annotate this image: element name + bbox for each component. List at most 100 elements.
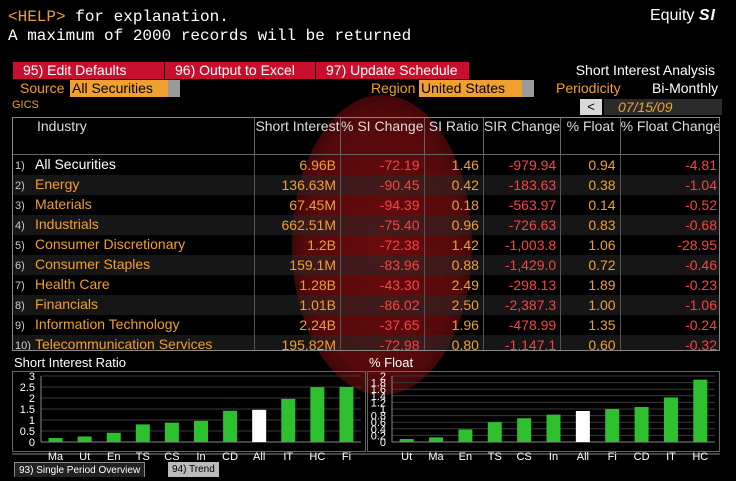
edit-defaults-button[interactable]: 95) Edit Defaults: [13, 62, 164, 79]
x-tick-label: Ut: [401, 451, 413, 463]
industry-cell[interactable]: 6) Consumer Staples: [13, 254, 255, 275]
col-industry[interactable]: Industry: [13, 118, 255, 155]
date-value[interactable]: 07/15/09: [618, 99, 673, 115]
industry-name[interactable]: Energy: [35, 175, 80, 192]
table-row[interactable]: 10) Telecommunication Services 195.82M -72.…: [13, 334, 719, 351]
bar-en[interactable]: [106, 432, 121, 442]
float-cell: 0.94: [560, 154, 621, 175]
industry-cell[interactable]: 2) Energy: [13, 174, 255, 195]
short-interest-cell: 159.1M: [253, 254, 341, 275]
bar-cd[interactable]: [223, 410, 238, 442]
x-tick-label: All: [576, 451, 589, 463]
source-label: Source: [20, 80, 65, 96]
bar-it[interactable]: [281, 398, 296, 442]
bar-en[interactable]: [458, 429, 473, 442]
industry-name[interactable]: Telecommunication Services: [35, 335, 213, 351]
float-cell: 0.60: [560, 334, 621, 350]
y-tick-label: 1.8: [371, 378, 386, 390]
bar-in[interactable]: [194, 420, 208, 442]
si-change-cell: -83.96: [340, 254, 424, 275]
y-tick-label: 1.5: [20, 404, 35, 416]
tab-single-period[interactable]: 93) Single Period Overview: [14, 462, 146, 477]
y-tick-label: 0.5: [20, 426, 35, 438]
x-tick-label: En: [458, 451, 473, 463]
table-row[interactable]: 2) Energy 136.63M -90.45 0.42 -183.63 0.38 -1.0…: [13, 174, 719, 195]
gics-label: GICS: [12, 99, 39, 111]
bar-fi[interactable]: [339, 387, 354, 442]
table-row[interactable]: 8) Financials 1.01B -86.02 2.50 -2,387.3 1.00-…: [13, 294, 719, 315]
bar-ut[interactable]: [399, 439, 414, 442]
bar-all[interactable]: [575, 410, 590, 442]
y-tick-label: 0: [29, 437, 35, 449]
bar-hc[interactable]: [693, 379, 708, 442]
row-number: 1): [15, 159, 25, 172]
industry-name[interactable]: Consumer Discretionary: [35, 235, 186, 252]
si-change-cell: -37.65: [340, 314, 424, 335]
industry-cell[interactable]: 5) Consumer Discretionary: [13, 235, 254, 255]
bar-all[interactable]: [252, 409, 267, 442]
table-row[interactable]: 1) All Securities 6.96B -72.19 1.46 -979.94 0.…: [13, 154, 719, 175]
date-field-bg[interactable]: [604, 99, 722, 115]
sir-change-cell: -478.99: [482, 314, 561, 335]
tab-strip-line: [12, 453, 720, 455]
col-float-change[interactable]: % Float Change: [619, 118, 719, 155]
industry-name[interactable]: Consumer Staples: [35, 255, 151, 272]
bar-ma[interactable]: [48, 438, 63, 442]
region-field[interactable]: United States: [419, 80, 522, 97]
bar-in[interactable]: [546, 414, 561, 442]
industry-name[interactable]: Health Care: [35, 275, 110, 292]
bar-it[interactable]: [663, 397, 678, 442]
row-number: 8): [15, 299, 25, 312]
table-row[interactable]: 7) Health Care 1.28B -43.30 2.49 -298.13 1.89-…: [13, 274, 719, 295]
industry-cell[interactable]: 10) Telecommunication Services: [13, 334, 255, 351]
table-row[interactable]: 5) Consumer Discretionary 1.2B -72.38 1.42 -1…: [13, 234, 719, 255]
bar-fi[interactable]: [605, 409, 620, 442]
help-key[interactable]: <HELP>: [8, 8, 66, 26]
region-dropdown-arrow[interactable]: [522, 80, 534, 97]
table-row[interactable]: 6) Consumer Staples 159.1M -83.96 0.88 -1,429…: [13, 254, 719, 275]
bar-hc[interactable]: [310, 387, 325, 442]
industry-cell[interactable]: 1) All Securities: [13, 154, 254, 175]
float-cell: 0.83: [560, 214, 621, 235]
source-field[interactable]: All Securities: [70, 80, 168, 97]
table-row[interactable]: 4) Industrials 662.51M -75.40 0.96 -726.63 0.8…: [13, 214, 719, 235]
col-si-ratio[interactable]: SI Ratio: [423, 118, 484, 155]
industry-cell[interactable]: 7) Health Care: [13, 275, 254, 295]
bar-cd[interactable]: [634, 407, 649, 442]
bar-ma[interactable]: [429, 437, 444, 442]
float-cell: 0.72: [560, 254, 621, 275]
col-si-change[interactable]: % SI Change: [340, 118, 424, 155]
industry-name[interactable]: Industrials: [35, 215, 99, 232]
industry-name[interactable]: Financials: [35, 295, 99, 312]
industry-cell[interactable]: 8) Financials: [13, 294, 255, 315]
row-number: 10): [15, 339, 31, 351]
industry-cell[interactable]: 3) Materials: [13, 195, 254, 215]
update-schedule-button[interactable]: 97) Update Schedule: [316, 62, 469, 79]
help-line: <HELP> for explanation.: [8, 8, 229, 26]
x-tick-label: All: [253, 451, 266, 463]
bar-cs[interactable]: [164, 422, 179, 442]
y-tick-label: 3: [29, 372, 35, 383]
industry-name[interactable]: Materials: [35, 195, 92, 212]
bar-ts[interactable]: [135, 424, 150, 442]
industry-name[interactable]: All Securities: [35, 155, 116, 172]
bar-ts[interactable]: [487, 422, 502, 442]
tab-trend[interactable]: 94) Trend: [168, 462, 219, 477]
industry-cell[interactable]: 9) Information Technology: [13, 315, 254, 335]
table-row[interactable]: 3) Materials 67.45M -94.39 0.18 -563.97 0.14 -0…: [13, 194, 719, 215]
industry-name[interactable]: Information Technology: [35, 315, 180, 332]
table-row[interactable]: 9) Information Technology 2.24B -37.65 1.96-…: [13, 314, 719, 335]
source-dropdown-arrow[interactable]: [168, 80, 180, 97]
bar-cs[interactable]: [517, 418, 532, 442]
float-cell: 0.14: [560, 194, 621, 215]
x-tick-label: Ma: [428, 451, 444, 463]
col-float[interactable]: % Float: [560, 118, 621, 155]
periodicity-value[interactable]: Bi-Monthly: [652, 80, 719, 96]
bar-ut[interactable]: [77, 436, 92, 443]
output-to-excel-button[interactable]: 96) Output to Excel: [165, 62, 315, 79]
industry-cell[interactable]: 4) Industrials: [13, 214, 255, 235]
si-change-cell: -43.30: [340, 274, 424, 295]
col-sir-change[interactable]: SIR Change: [482, 118, 561, 155]
col-short-interest[interactable]: Short Interest: [253, 118, 341, 155]
previous-date-button[interactable]: <: [580, 99, 602, 115]
